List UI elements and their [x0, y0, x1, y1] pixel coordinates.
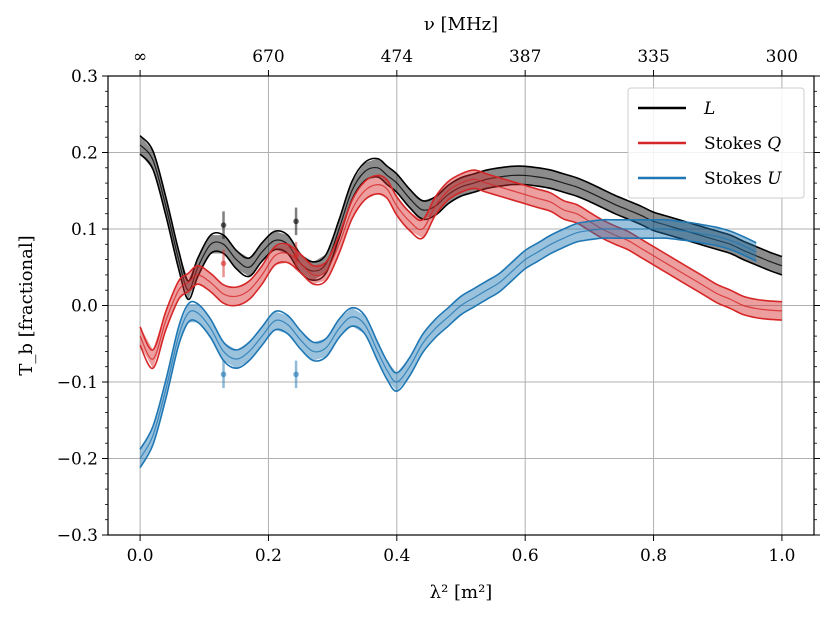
- legend: L Stokes Q Stokes U: [627, 87, 805, 199]
- series-lower-stokes-u: [139, 237, 757, 469]
- legend-label-stokes-u-main: Stokes: [704, 169, 767, 189]
- y-tick-label-2: −0.1: [57, 373, 98, 393]
- y-tick-label-4: 0.1: [71, 220, 98, 240]
- x-tick-label-0: 0.0: [127, 546, 154, 566]
- top-tick-label-1: 670: [252, 47, 284, 67]
- series-line-stokes-u: [139, 228, 757, 459]
- y-tick-label-0: −0.3: [57, 526, 98, 546]
- axes-layer: 0.0 0.2 0.4 0.6 0.8 1.0 −0.3 −0.2 −0.1 0.0 0.1 0.2 0…: [57, 47, 820, 566]
- top-x-axis-label: ν [MHz]: [424, 14, 498, 35]
- series-upper-l: [139, 135, 783, 282]
- outlier-point-2: [220, 260, 227, 267]
- y-tick-label-1: −0.2: [57, 450, 98, 470]
- series-line-stokes-q: [139, 178, 782, 360]
- series-band-l: [140, 135, 782, 300]
- y-tick-label-3: 0.0: [71, 297, 98, 317]
- series-line-l: [139, 144, 783, 291]
- outlier-point-3: [293, 252, 299, 259]
- legend-label-stokes-u-italic: U: [767, 169, 782, 189]
- legend-label-stokes-q-main: Stokes: [704, 134, 767, 154]
- legend-label-stokes-u: Stokes U: [704, 169, 782, 189]
- x-axis-label: λ² [m²]: [430, 582, 493, 603]
- y-tick-label-6: 0.3: [71, 67, 98, 87]
- x-tick-label-1: 0.2: [255, 546, 282, 566]
- x-tick-label-5: 1.0: [768, 546, 795, 566]
- series-upper-stokes-q: [139, 169, 782, 351]
- series-lower-stokes-q: [139, 187, 782, 370]
- legend-label-l: L: [703, 99, 715, 119]
- top-tick-label-5: 300: [766, 47, 798, 67]
- y-axis-label: T_b [fractional]: [16, 235, 37, 375]
- legend-label-stokes-q: Stokes Q: [704, 134, 781, 154]
- x-tick-label-3: 0.6: [512, 546, 539, 566]
- outlier-point-5: [293, 371, 299, 378]
- series-band-stokes-q: [140, 170, 782, 369]
- top-tick-label-3: 387: [509, 47, 541, 67]
- legend-box: [627, 87, 805, 199]
- series-upper-stokes-u: [139, 218, 757, 450]
- series-layer: [139, 135, 783, 469]
- x-tick-label-4: 0.8: [640, 546, 667, 566]
- top-tick-label-0: ∞: [133, 47, 147, 67]
- top-tick-label-4: 335: [637, 47, 669, 67]
- outlier-point-0: [220, 222, 227, 228]
- x-tick-label-2: 0.4: [383, 546, 410, 566]
- y-tick-label-5: 0.2: [71, 144, 98, 164]
- outlier-point-4: [220, 371, 227, 378]
- series-lower-l: [139, 153, 783, 301]
- outlier-point-1: [293, 218, 299, 225]
- legend-label-stokes-q-italic: Q: [767, 134, 781, 154]
- top-tick-label-2: 474: [381, 47, 413, 67]
